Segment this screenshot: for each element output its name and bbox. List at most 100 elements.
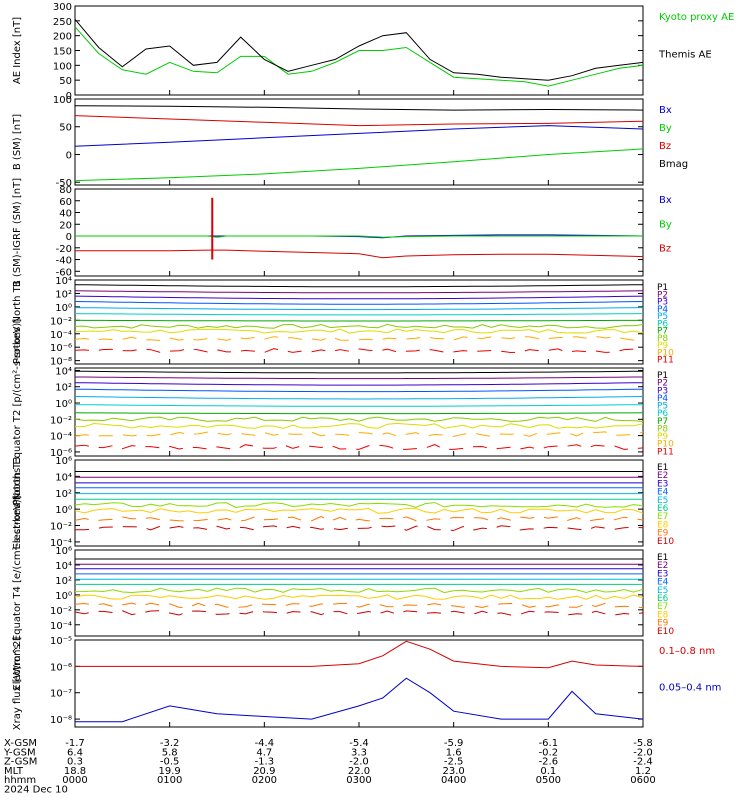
series-line-1-2 [74,115,644,127]
channel-line-3-8 [74,328,644,334]
channel-label-4-3: P4 [657,394,668,404]
channel-label-5-5: E6 [657,504,669,514]
channel-line-4-3 [74,388,644,393]
y-tick-label-2-1: -40 [56,256,72,267]
legend-label-0-0: Kyoto proxy AE [659,12,734,23]
y-tick-label-0-3: 150 [53,47,72,58]
channel-line-4-0 [75,370,643,374]
channel-line-4-4 [74,396,644,400]
channel-label-4-0: P1 [657,371,668,381]
footer-value-2-1: -0.5 [160,757,180,768]
channel-label-3-6: P7 [657,327,668,337]
channel-line-3-7 [74,323,644,329]
y-axis-label-0: AE Index [nT] [12,17,23,84]
channel-label-3-8: P9 [657,341,668,351]
y-tick-label-3-4: 10⁻⁴ [50,330,72,341]
footer-value-0-2: -4.4 [255,738,275,749]
y-tick-label-3-5: 10⁻⁶ [50,343,72,354]
footer-value-1-1: 5.8 [162,747,178,758]
y-tick-label-7-2: 10⁻⁷ [50,689,72,700]
legend-label-0-1: Themis AE [658,50,712,61]
series-line-7-0 [75,640,644,669]
channel-line-4-6 [74,412,644,415]
legend-label-2-1: By [659,219,672,230]
footer-value-2-4: -2.5 [444,757,464,768]
legend-label-1-1: By [659,123,672,134]
footer-date: 2024 Dec 10 [4,785,68,796]
channel-label-6-0: E1 [657,553,668,563]
y-tick-label-0-2: 100 [53,61,72,72]
channel-label-4-8: P9 [657,432,668,442]
channel-label-3-2: P3 [657,298,668,308]
channel-line-3-5 [74,313,644,316]
channel-line-4-7 [74,416,644,422]
y-tick-label-0-4: 200 [53,32,72,43]
channel-label-5-7: E8 [657,520,669,530]
channel-line-3-9 [74,335,644,342]
channel-label-4-9: P10 [657,440,674,450]
footer-value-1-6: -2.0 [633,747,653,758]
channel-label-3-5: P6 [657,319,668,329]
footer-value-2-5: -2.6 [539,757,559,768]
y-tick-label-7-0: 10⁻⁵ [50,636,72,647]
footer-value-1-4: 1.6 [446,747,462,758]
series-line-2-2 [75,249,644,259]
footer-value-0-6: -5.8 [633,738,653,749]
y-tick-label-3-0: 10⁴ [55,276,72,287]
channel-line-6-9 [74,610,644,616]
y-tick-label-5-4: 10⁻² [50,522,72,533]
y-axis-label-1: B (SM) [nT] [12,114,23,170]
y-tick-label-0-6: 300 [53,2,72,13]
channel-label-6-5: E6 [657,594,669,604]
y-tick-label-2-0: -60 [56,267,72,278]
channel-line-6-8 [74,602,644,609]
series-line-0-0 [74,26,644,87]
channel-label-3-7: P8 [657,334,668,344]
series-line-1-1 [74,148,644,182]
channel-label-3-9: P10 [657,348,674,358]
series-line-1-3 [74,105,644,111]
channel-line-5-7 [74,507,644,514]
footer-row-label-2: Z-GSM [4,757,37,768]
y-tick-label-2-5: 40 [59,209,72,220]
channel-line-5-6 [74,502,644,509]
y-axis-label-4: Protons Equator T2 [p/(cm²-s-sr-keV)] [12,319,23,506]
channel-label-3-4: P5 [657,312,668,322]
footer-value-4-2: 0200 [252,775,277,786]
footer-value-3-5: 0.1 [540,766,556,777]
channel-line-5-9 [75,525,644,531]
panel-frame-1 [74,98,644,186]
y-tick-label-1-1: 0 [66,150,72,161]
channel-label-5-3: E4 [657,488,669,498]
y-tick-label-3-2: 10⁰ [55,303,72,314]
channel-label-4-5: P6 [657,409,668,419]
channel-label-6-1: E2 [657,561,668,571]
y-tick-label-0-1: 50 [59,76,72,87]
channel-label-3-10: P11 [657,356,674,366]
footer-value-2-6: -2.4 [633,757,653,768]
footer-row-label-3: MLT [4,766,24,777]
channel-label-3-3: P4 [657,305,668,315]
footer-value-2-0: 0.3 [67,757,83,768]
y-axis-label-3: Protons North T1 [12,280,23,364]
channel-label-4-10: P11 [657,447,674,457]
footer-value-4-1: 0100 [157,775,182,786]
footer-value-0-4: -5.9 [444,738,464,749]
legend-label-7-0: 0.1–0.8 nm [659,646,715,657]
channel-line-3-0 [74,284,644,288]
legend-label-7-1: 0.05–0.4 nm [659,683,721,694]
channel-label-6-7: E8 [657,610,669,620]
y-tick-label-6-1: 10⁴ [55,561,72,572]
y-tick-label-6-5: 10⁻⁴ [50,621,72,632]
y-tick-label-1-0: -50 [56,178,72,189]
y-tick-label-2-6: 60 [59,197,72,208]
footer-row-label-1: Y-GSM [3,747,36,758]
channel-line-4-5 [74,404,644,407]
channel-line-4-9 [74,431,644,437]
channel-label-6-3: E4 [657,578,669,588]
footer-row-label-4: hhmm [4,775,36,786]
y-axis-label-6: Electrons Equator T4 [e/(cm²-s-sr-keV)] [12,495,23,690]
channel-label-5-8: E9 [657,529,669,539]
channel-label-4-4: P5 [657,402,668,412]
footer-value-0-1: -3.2 [160,738,180,749]
